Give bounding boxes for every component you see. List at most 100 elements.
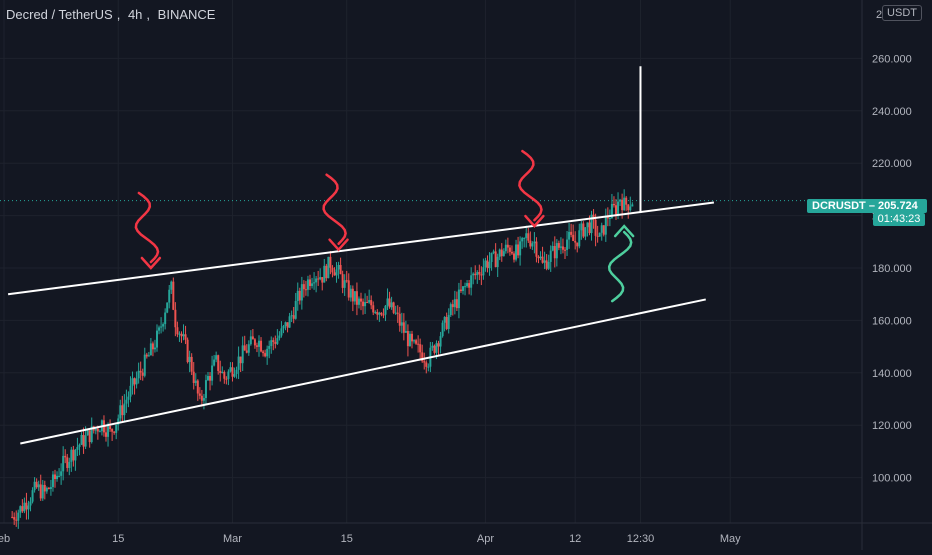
candle-body — [566, 239, 569, 250]
candle-body — [431, 345, 434, 348]
candle-body — [519, 241, 522, 256]
red-arrow-annotation-head — [140, 256, 162, 270]
candle-body — [341, 274, 344, 288]
candle-body — [545, 260, 548, 269]
candle-body — [355, 291, 358, 305]
currency-unit-button[interactable]: USDT — [882, 5, 922, 21]
candle-body — [11, 516, 14, 518]
candle-body — [202, 398, 205, 401]
candle-body — [602, 225, 605, 235]
candle-body — [521, 238, 524, 242]
candle-body — [255, 345, 258, 347]
candle-body — [357, 298, 360, 305]
candle-body — [615, 205, 617, 215]
candle-body — [457, 289, 460, 309]
candle-body — [564, 249, 566, 251]
candle-body — [21, 506, 24, 512]
candle-body — [402, 322, 405, 333]
candle-body — [309, 279, 311, 286]
candle-body — [351, 288, 354, 302]
candle-body — [408, 333, 411, 347]
candle-body — [588, 222, 591, 234]
candle-body — [617, 201, 620, 215]
candle-body — [451, 304, 454, 308]
candle-body — [596, 235, 599, 237]
candle-body — [323, 265, 326, 283]
candle-body — [561, 246, 564, 250]
y-tick-label: 220.000 — [872, 158, 912, 170]
candle-body — [472, 273, 475, 276]
candle-body — [380, 312, 383, 315]
candle-body — [39, 484, 42, 499]
candle-body — [413, 340, 416, 342]
candle-body — [145, 354, 148, 357]
red-arrow-annotation-head — [524, 214, 545, 228]
candle-body — [188, 356, 191, 363]
candle-body — [15, 519, 18, 521]
candle-body — [590, 214, 593, 234]
candle-body — [325, 265, 328, 279]
candle-body — [135, 378, 138, 385]
candle-body — [235, 369, 238, 375]
candle-body — [194, 380, 197, 383]
candle-body — [166, 302, 169, 313]
candle-body — [629, 206, 632, 211]
candle-body — [51, 474, 54, 488]
candle-body — [264, 353, 267, 357]
candle-body — [129, 385, 132, 397]
candle-body — [133, 378, 136, 385]
trendline-upper — [7, 201, 715, 296]
candle-body — [474, 273, 477, 276]
candle-body — [268, 346, 271, 349]
candle-body — [594, 219, 597, 236]
candle-body — [260, 340, 263, 352]
y-tick-label: 160.000 — [872, 315, 912, 327]
candle-body — [623, 197, 626, 211]
candle-body — [606, 216, 609, 219]
candle-body — [608, 218, 611, 220]
candle-body — [58, 475, 61, 477]
candle-body — [539, 256, 542, 259]
candle-body — [215, 355, 218, 360]
candle-body — [178, 333, 181, 335]
candle-body — [182, 334, 185, 337]
candle-body — [111, 429, 114, 432]
candle-body — [174, 309, 177, 328]
candle-body — [462, 286, 464, 291]
candle-body — [572, 234, 575, 241]
x-tick-label: 15 — [341, 533, 353, 545]
candle-body — [476, 272, 479, 276]
candle-body — [535, 241, 538, 257]
candle-body — [19, 506, 22, 513]
candle-body — [610, 203, 613, 219]
candle-body — [494, 251, 497, 268]
x-tick-label: 12 — [569, 533, 581, 545]
candle-body — [360, 298, 362, 302]
candle-body — [557, 243, 560, 248]
candle-body — [221, 372, 224, 374]
candle-body — [304, 289, 307, 291]
candle-body — [345, 280, 348, 282]
candle-body — [349, 288, 352, 298]
candle-body — [423, 361, 426, 363]
candle-body — [123, 403, 126, 416]
candle-body — [392, 302, 395, 313]
candle-body — [504, 244, 507, 252]
x-tick-label: eb — [0, 533, 10, 545]
candle-body — [300, 284, 303, 301]
candle-body — [245, 350, 248, 353]
candle-body — [586, 222, 589, 228]
candle-body — [568, 231, 571, 240]
candle-body — [362, 301, 365, 307]
y-tick-label: 260.000 — [872, 53, 912, 65]
candle-body — [390, 302, 393, 308]
candle-body — [384, 305, 387, 315]
candle-body — [374, 312, 377, 314]
candle-body — [247, 344, 250, 353]
candle-body — [54, 474, 56, 479]
candle-body — [207, 376, 209, 381]
red-arrow-annotation-body — [322, 173, 347, 245]
candle-body — [543, 260, 546, 263]
